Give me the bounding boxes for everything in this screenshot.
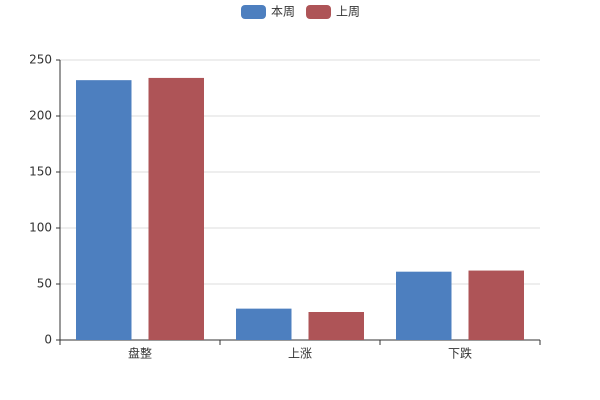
y-tick-label: 100 <box>29 221 52 235</box>
x-tick-label: 盘整 <box>128 346 152 361</box>
bar <box>468 270 524 340</box>
y-tick-label: 50 <box>37 277 52 291</box>
y-tick-label: 250 <box>29 53 52 67</box>
bar <box>236 308 292 340</box>
y-tick-label: 150 <box>29 165 52 179</box>
legend-swatch[interactable] <box>241 5 266 19</box>
legend-label[interactable]: 本周 <box>271 5 295 19</box>
y-tick-label: 0 <box>44 333 52 347</box>
legend-swatch[interactable] <box>306 5 332 19</box>
y-tick-label: 200 <box>29 109 52 123</box>
bar <box>76 80 132 340</box>
x-tick-label: 上涨 <box>288 346 312 361</box>
bar <box>308 312 364 340</box>
x-tick-label: 下跌 <box>448 346 472 361</box>
bar <box>396 271 452 340</box>
bar <box>148 77 204 341</box>
legend-label[interactable]: 上周 <box>336 5 360 19</box>
